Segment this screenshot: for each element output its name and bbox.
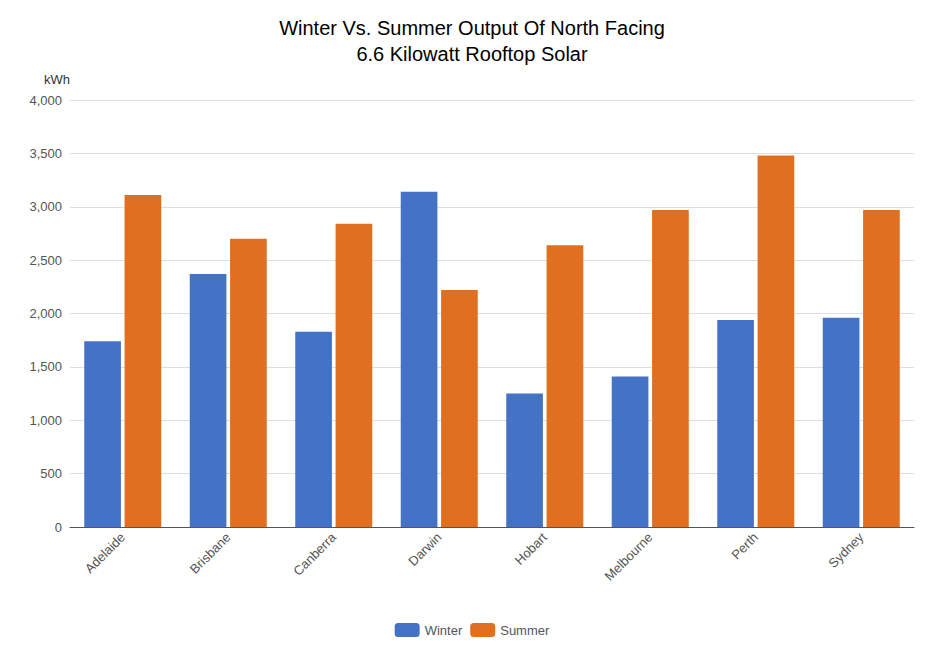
- svg-text:kWh: kWh: [44, 72, 70, 87]
- svg-text:0: 0: [55, 520, 62, 535]
- svg-text:1,500: 1,500: [29, 359, 62, 374]
- svg-text:Canberra: Canberra: [290, 529, 339, 578]
- svg-text:Adelaide: Adelaide: [82, 530, 128, 576]
- svg-text:Winter Vs. Summer Output Of No: Winter Vs. Summer Output Of North Facing: [279, 17, 665, 39]
- svg-text:6.6 Kilowatt Rooftop Solar: 6.6 Kilowatt Rooftop Solar: [356, 43, 588, 65]
- svg-text:3,500: 3,500: [29, 146, 62, 161]
- svg-text:Perth: Perth: [728, 530, 761, 563]
- svg-text:3,000: 3,000: [29, 199, 62, 214]
- svg-text:2,500: 2,500: [29, 253, 62, 268]
- svg-text:Darwin: Darwin: [405, 530, 444, 569]
- svg-text:500: 500: [40, 466, 62, 481]
- svg-text:Brisbane: Brisbane: [187, 530, 234, 577]
- svg-text:1,000: 1,000: [29, 413, 62, 428]
- svg-text:Winter: Winter: [425, 623, 463, 638]
- svg-text:Hobart: Hobart: [512, 529, 550, 567]
- svg-text:4,000: 4,000: [29, 93, 62, 108]
- svg-text:Melbourne: Melbourne: [602, 530, 656, 584]
- svg-text:2,000: 2,000: [29, 306, 62, 321]
- svg-text:Sydney: Sydney: [825, 529, 867, 571]
- svg-text:Summer: Summer: [500, 623, 550, 638]
